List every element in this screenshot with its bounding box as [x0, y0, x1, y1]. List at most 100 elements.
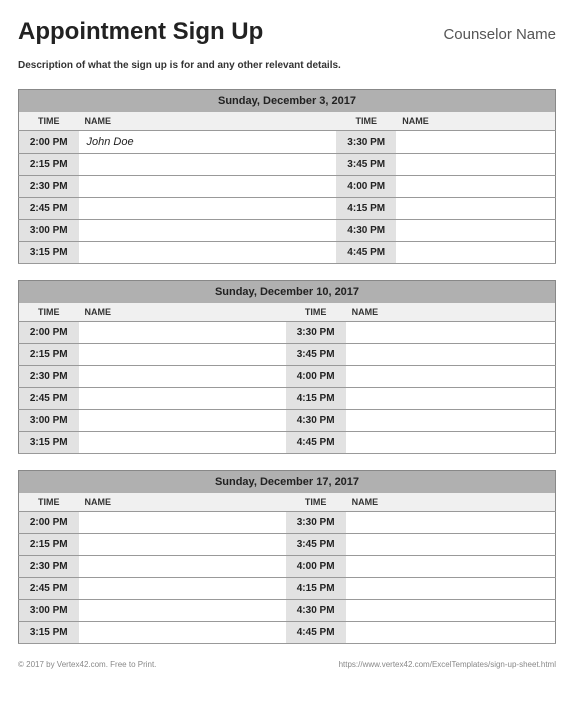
name-cell[interactable] [79, 322, 286, 344]
name-cell[interactable] [346, 388, 556, 410]
slot-row: 2:30 PM 4:00 PM [19, 176, 556, 198]
name-cell[interactable] [79, 512, 286, 534]
time-cell: 3:15 PM [19, 622, 79, 644]
slot-row: 2:00 PMJohn Doe3:30 PM [19, 131, 556, 154]
footer-copyright: © 2017 by Vertex42.com. Free to Print. [18, 660, 156, 669]
time-cell: 4:45 PM [336, 242, 396, 264]
name-cell[interactable] [79, 220, 337, 242]
page-title: Appointment Sign Up [18, 18, 263, 46]
time-cell: 3:15 PM [19, 242, 79, 264]
slot-row: 2:45 PM 4:15 PM [19, 578, 556, 600]
name-cell[interactable] [346, 578, 556, 600]
column-header-time: TIME [286, 493, 346, 512]
time-cell: 4:30 PM [286, 410, 346, 432]
name-cell[interactable] [396, 198, 555, 220]
time-cell: 4:45 PM [286, 432, 346, 454]
name-cell[interactable] [79, 556, 286, 578]
name-cell[interactable] [396, 242, 555, 264]
time-cell: 3:30 PM [286, 322, 346, 344]
name-cell[interactable] [346, 432, 556, 454]
name-cell[interactable] [396, 220, 555, 242]
slot-row: 2:45 PM4:15 PM [19, 198, 556, 220]
days-container: Sunday, December 3, 2017TIMENAMETIMENAME… [18, 89, 556, 644]
name-cell[interactable] [346, 410, 556, 432]
name-cell[interactable] [79, 410, 286, 432]
time-cell: 3:00 PM [19, 220, 79, 242]
time-cell: 2:00 PM [19, 322, 79, 344]
name-cell[interactable] [346, 512, 556, 534]
footer: © 2017 by Vertex42.com. Free to Print. h… [18, 660, 556, 669]
name-cell[interactable] [79, 622, 286, 644]
time-cell: 3:00 PM [19, 600, 79, 622]
column-header-name: NAME [79, 112, 337, 131]
time-cell: 4:30 PM [336, 220, 396, 242]
time-cell: 3:30 PM [336, 131, 396, 154]
name-cell[interactable] [79, 198, 337, 220]
time-cell: 2:15 PM [19, 534, 79, 556]
slot-row: 3:15 PM4:45 PM [19, 622, 556, 644]
time-cell: 4:15 PM [286, 578, 346, 600]
day-table: Sunday, December 3, 2017TIMENAMETIMENAME… [18, 89, 556, 264]
time-cell: 2:15 PM [19, 154, 79, 176]
time-cell: 3:45 PM [286, 534, 346, 556]
time-cell: 2:15 PM [19, 344, 79, 366]
time-cell: 4:00 PM [286, 556, 346, 578]
name-cell[interactable] [79, 154, 337, 176]
time-cell: 2:45 PM [19, 578, 79, 600]
slot-row: 3:00 PM 4:30 PM [19, 600, 556, 622]
slot-row: 2:15 PM3:45 PM [19, 344, 556, 366]
time-cell: 4:30 PM [286, 600, 346, 622]
day-table: Sunday, December 17, 2017TIMENAMETIMENAM… [18, 470, 556, 644]
slot-row: 3:15 PM 4:45 PM [19, 432, 556, 454]
name-cell[interactable] [79, 534, 286, 556]
slot-row: 2:15 PM 3:45 PM [19, 534, 556, 556]
time-cell: 4:15 PM [336, 198, 396, 220]
column-header-name: NAME [346, 303, 556, 322]
column-header-time: TIME [19, 303, 79, 322]
slot-row: 2:30 PM4:00 PM [19, 366, 556, 388]
name-cell[interactable] [396, 131, 555, 154]
time-cell: 3:15 PM [19, 432, 79, 454]
name-cell[interactable] [79, 366, 286, 388]
slot-row: 2:45 PM 4:15 PM [19, 388, 556, 410]
time-cell: 4:00 PM [336, 176, 396, 198]
date-header: Sunday, December 10, 2017 [19, 281, 556, 304]
column-header-name: NAME [396, 112, 555, 131]
header: Appointment Sign Up Counselor Name [18, 18, 556, 46]
name-cell[interactable] [79, 388, 286, 410]
time-cell: 2:45 PM [19, 388, 79, 410]
name-cell[interactable] [79, 600, 286, 622]
time-cell: 3:00 PM [19, 410, 79, 432]
name-cell[interactable] [79, 176, 337, 198]
name-cell[interactable] [346, 344, 556, 366]
name-cell[interactable] [396, 154, 555, 176]
slot-row: 2:00 PM 3:30 PM [19, 322, 556, 344]
slot-row: 2:30 PM4:00 PM [19, 556, 556, 578]
time-cell: 2:30 PM [19, 176, 79, 198]
name-cell[interactable] [346, 556, 556, 578]
description-text: Description of what the sign up is for a… [18, 60, 556, 71]
date-header: Sunday, December 3, 2017 [19, 90, 556, 113]
name-cell[interactable] [346, 600, 556, 622]
name-cell[interactable] [79, 432, 286, 454]
slot-row: 3:00 PM 4:30 PM [19, 410, 556, 432]
time-cell: 2:00 PM [19, 512, 79, 534]
counselor-name: Counselor Name [443, 26, 556, 43]
name-cell[interactable] [346, 366, 556, 388]
column-header-name: NAME [79, 493, 286, 512]
column-header-name: NAME [346, 493, 556, 512]
time-cell: 2:30 PM [19, 366, 79, 388]
column-header-time: TIME [19, 112, 79, 131]
time-cell: 3:30 PM [286, 512, 346, 534]
time-cell: 3:45 PM [336, 154, 396, 176]
name-cell[interactable] [79, 344, 286, 366]
name-cell[interactable] [346, 534, 556, 556]
time-cell: 4:15 PM [286, 388, 346, 410]
name-cell[interactable] [79, 578, 286, 600]
name-cell[interactable] [346, 322, 556, 344]
name-cell[interactable] [396, 176, 555, 198]
name-cell[interactable]: John Doe [79, 131, 337, 154]
slot-row: 3:15 PM 4:45 PM [19, 242, 556, 264]
name-cell[interactable] [346, 622, 556, 644]
name-cell[interactable] [79, 242, 337, 264]
